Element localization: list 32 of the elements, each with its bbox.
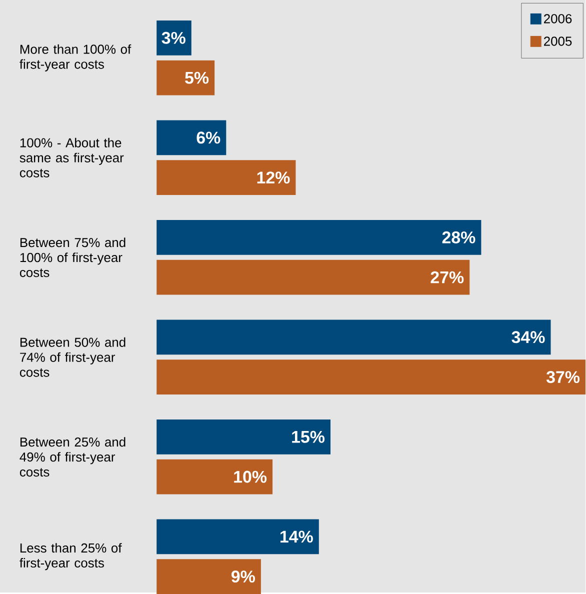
- bar: [156, 60, 215, 96]
- data-label: 9%: [232, 570, 256, 583]
- data-label: 12%: [258, 172, 290, 184]
- data-label: 34%: [512, 331, 545, 344]
- data-label: 6%: [196, 132, 220, 144]
- y-tick-label: Less than 25% of first-year costs: [20, 543, 122, 570]
- y-tick-label: 100% - About the same as first-year costs: [20, 138, 124, 178]
- bar: [156, 459, 273, 494]
- y-tick-label: Between 50% and 74% of first-year costs: [20, 337, 126, 377]
- bar: [156, 559, 262, 594]
- data-label: 3%: [162, 32, 186, 44]
- legend-label: 2006: [544, 14, 572, 24]
- y-tick-label: More than 100% of first-year costs: [20, 44, 132, 72]
- bar: [156, 160, 296, 196]
- y-tick-label: Between 25% and 49% of first-year costs: [20, 437, 126, 477]
- data-label: 5%: [185, 72, 209, 84]
- bar: [156, 360, 586, 395]
- data-label: 15%: [292, 430, 325, 443]
- legend-label: 2005: [544, 36, 572, 46]
- bar: [156, 419, 331, 454]
- data-label: 37%: [546, 371, 580, 384]
- data-label: 14%: [280, 530, 314, 543]
- data-label: 27%: [430, 271, 464, 284]
- bar: [156, 220, 482, 255]
- y-tick-label: Between 75% and 100% of first-year costs: [20, 238, 126, 278]
- bar: [156, 519, 320, 554]
- bar: [156, 260, 470, 295]
- bar: [156, 320, 551, 355]
- bar: [156, 120, 226, 156]
- data-label: 28%: [442, 231, 476, 244]
- data-label: 10%: [234, 470, 267, 483]
- bar: [156, 20, 192, 56]
